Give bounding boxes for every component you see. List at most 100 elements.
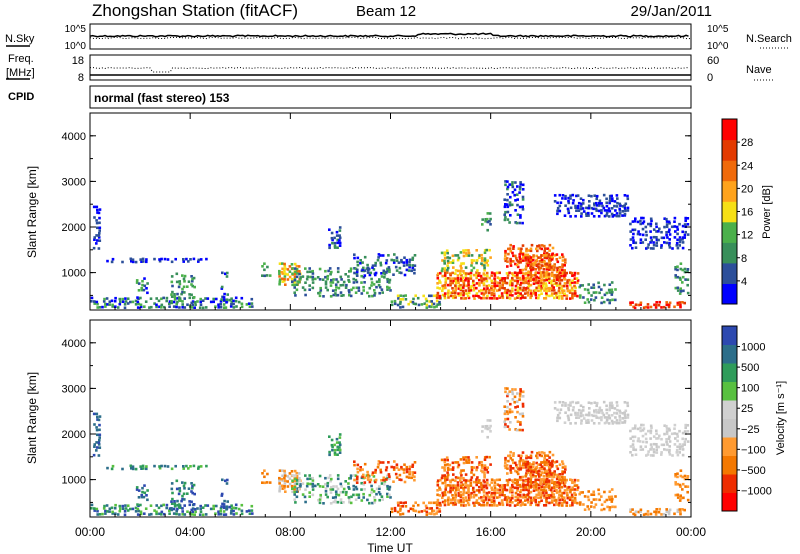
velocity-cell (247, 509, 251, 512)
velocity-cell (553, 480, 557, 484)
velocity-cell (557, 504, 561, 507)
velocity-cell (603, 490, 606, 494)
power-cell (547, 266, 551, 270)
velocity-cell (191, 507, 195, 510)
power-cell (93, 216, 96, 219)
velocity-cell (508, 454, 512, 457)
velocity-cell (610, 419, 614, 423)
velocity-cell (392, 466, 396, 469)
velocity-cell (576, 488, 579, 492)
velocity-cell (139, 512, 143, 516)
power-cell (496, 276, 500, 279)
power-cell (449, 273, 452, 277)
power-cell (385, 259, 389, 262)
power-cell (441, 289, 444, 293)
power-cell (335, 230, 339, 234)
velocity-cell (368, 493, 372, 497)
velocity-cell (134, 506, 138, 510)
power-cell (118, 302, 122, 306)
power-cell (518, 268, 522, 272)
date-label: 29/Jan/2011 (631, 3, 712, 20)
power-cell (284, 283, 287, 286)
velocity-cell (528, 462, 531, 465)
power-cell (377, 253, 381, 256)
power-cell (615, 194, 619, 197)
power-cell (673, 216, 677, 220)
velocity-cell (470, 468, 474, 472)
velocity-cell (521, 405, 525, 408)
velocity-cell (377, 460, 381, 463)
power-cell (199, 300, 202, 304)
power-cell (135, 281, 139, 284)
power-cell (240, 305, 244, 309)
velocity-cell (182, 465, 185, 468)
velocity-cell (447, 496, 450, 499)
power-cell (529, 260, 532, 264)
power-cell (667, 305, 671, 309)
velocity-cell (655, 432, 658, 436)
velocity-cell (342, 487, 346, 491)
power-cell (326, 277, 329, 281)
power-cell (298, 270, 301, 273)
velocity-cell (540, 454, 544, 458)
velocity-cell (503, 498, 507, 501)
velocity-cell (438, 486, 441, 490)
power-cell (676, 275, 680, 279)
power-cell (548, 261, 551, 264)
velocity-cell (129, 507, 132, 511)
velocity-cell (511, 458, 514, 462)
velocity-cell (531, 475, 535, 478)
power-cell (412, 302, 416, 305)
velocity-cell (446, 466, 450, 470)
power-cell (618, 209, 622, 212)
power-cell (537, 284, 541, 287)
power-cell (504, 180, 507, 183)
power-cell (95, 234, 98, 237)
velocity-cell (428, 501, 431, 505)
power-cell (111, 303, 114, 307)
power-cell (679, 267, 683, 271)
velocity-cell (460, 474, 463, 477)
velocity-cell (173, 500, 176, 503)
power-cell (197, 260, 200, 263)
velocity-cell (583, 508, 587, 511)
power-cell (545, 294, 548, 297)
power-cell (681, 301, 684, 304)
power-cell (557, 289, 561, 293)
power-cell (483, 269, 486, 272)
velocity-cell (544, 489, 548, 492)
power-cell (339, 284, 343, 287)
velocity-cell (143, 484, 146, 487)
velocity-cell (506, 503, 509, 507)
y-tick-label: 2000 (62, 222, 86, 234)
power-cell (240, 296, 244, 300)
velocity-cell (470, 491, 473, 495)
power-cell (373, 294, 376, 297)
velocity-cell (624, 409, 628, 413)
power-cell (511, 273, 515, 277)
velocity-cell (278, 487, 282, 491)
power-cell (563, 271, 567, 275)
velocity-cell (456, 486, 460, 489)
velocity-cell (205, 464, 208, 468)
velocity-cell (540, 494, 543, 497)
power-cell (486, 274, 489, 278)
power-cell (268, 274, 272, 277)
velocity-cell (158, 466, 162, 470)
power-cell (537, 279, 541, 283)
velocity-cell (522, 479, 525, 482)
velocity-cell (240, 512, 244, 516)
velocity-cell (587, 507, 591, 511)
power-cell (587, 204, 591, 208)
power-cell (595, 197, 598, 201)
velocity-cell (162, 503, 165, 507)
velocity-cell (473, 504, 476, 507)
power-cell (425, 303, 429, 307)
velocity-cell (610, 500, 614, 503)
velocity-cell (565, 478, 568, 482)
velocity-cell (111, 510, 114, 514)
velocity-cell (516, 410, 519, 414)
power-cell (293, 262, 297, 266)
velocity-cell (600, 495, 603, 498)
velocity-cell (539, 478, 543, 481)
